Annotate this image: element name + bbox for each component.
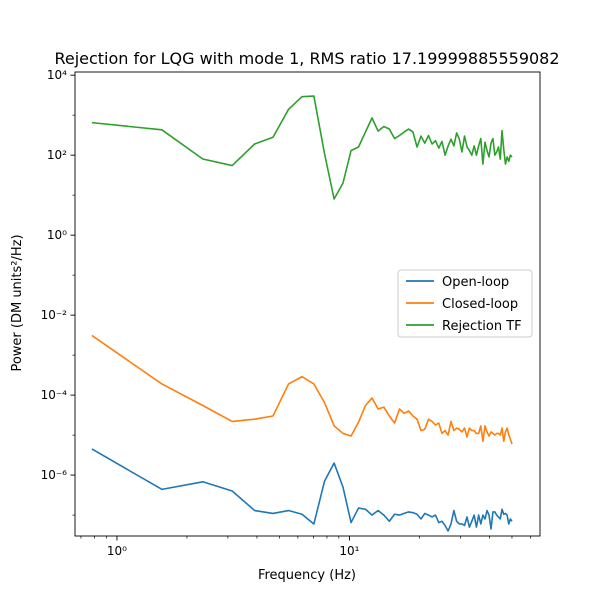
- y-tick-label: 10⁻⁶: [41, 468, 68, 482]
- series-line-open-loop: [91, 448, 513, 532]
- series-line-rejection-tf: [91, 95, 513, 200]
- x-axis-label: Frequency (Hz): [258, 568, 356, 583]
- series-layer: [91, 95, 513, 532]
- series-line-closed-loop: [91, 334, 513, 445]
- x-tick-label: 10⁰: [107, 544, 127, 558]
- legend-label: Open-loop: [442, 275, 509, 290]
- legend-box: [397, 269, 533, 338]
- chart-title: Rejection for LQG with mode 1, RMS ratio…: [54, 49, 559, 68]
- legend-label: Closed-loop: [442, 297, 518, 312]
- y-tick-label: 10⁻⁴: [41, 388, 68, 402]
- x-tick-label: 10¹: [339, 544, 359, 558]
- legend-label: Rejection TF: [442, 319, 522, 334]
- y-tick-label: 10⁻²: [41, 308, 68, 322]
- y-tick-label: 10⁰: [47, 228, 67, 242]
- legend: Open-loop Closed-loop Rejection TF: [397, 269, 533, 338]
- y-axis-label: Power (DM units²/Hz): [10, 234, 25, 371]
- y-tick-label: 10⁴: [47, 68, 67, 82]
- plot-frame: [74, 71, 541, 537]
- axes-layer: 10⁰ 10¹ 10⁻⁶ 10⁻⁴ 10⁻² 10⁰ 10² 10⁴: [41, 68, 541, 558]
- y-tick-label: 10²: [47, 148, 67, 162]
